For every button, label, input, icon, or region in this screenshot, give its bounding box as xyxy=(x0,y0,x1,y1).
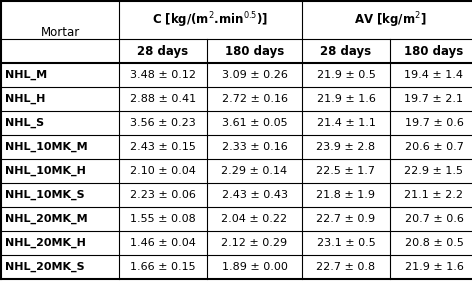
Text: NHL_M: NHL_M xyxy=(5,70,47,80)
Text: 22.7 ± 0.8: 22.7 ± 0.8 xyxy=(316,262,376,272)
Text: 28 days: 28 days xyxy=(137,44,188,57)
Text: 19.7 ± 0.6: 19.7 ± 0.6 xyxy=(405,118,464,128)
Text: NHL_20MK_S: NHL_20MK_S xyxy=(5,262,84,272)
Text: 20.7 ± 0.6: 20.7 ± 0.6 xyxy=(405,214,464,224)
Text: 2.43 ± 0.43: 2.43 ± 0.43 xyxy=(221,190,287,200)
Text: 2.04 ± 0.22: 2.04 ± 0.22 xyxy=(221,214,287,224)
Text: 180 days: 180 days xyxy=(405,44,464,57)
Text: NHL_10MK_S: NHL_10MK_S xyxy=(5,190,84,200)
Text: 3.48 ± 0.12: 3.48 ± 0.12 xyxy=(130,70,196,80)
Text: 19.7 ± 2.1: 19.7 ± 2.1 xyxy=(405,94,464,104)
Text: 1.55 ± 0.08: 1.55 ± 0.08 xyxy=(130,214,196,224)
Text: 180 days: 180 days xyxy=(225,44,284,57)
Text: 2.10 ± 0.04: 2.10 ± 0.04 xyxy=(130,166,196,176)
Text: 1.66 ± 0.15: 1.66 ± 0.15 xyxy=(130,262,196,272)
Text: 1.89 ± 0.00: 1.89 ± 0.00 xyxy=(221,262,287,272)
Text: 2.88 ± 0.41: 2.88 ± 0.41 xyxy=(130,94,196,104)
Text: 3.56 ± 0.23: 3.56 ± 0.23 xyxy=(130,118,196,128)
Text: NHL_20MK_M: NHL_20MK_M xyxy=(5,214,88,224)
Text: 22.7 ± 0.9: 22.7 ± 0.9 xyxy=(316,214,376,224)
Text: 23.9 ± 2.8: 23.9 ± 2.8 xyxy=(316,142,376,152)
Text: 20.8 ± 0.5: 20.8 ± 0.5 xyxy=(405,238,464,248)
Text: 23.1 ± 0.5: 23.1 ± 0.5 xyxy=(317,238,375,248)
Text: 21.4 ± 1.1: 21.4 ± 1.1 xyxy=(317,118,375,128)
Text: NHL_H: NHL_H xyxy=(5,94,45,104)
Text: 2.72 ± 0.16: 2.72 ± 0.16 xyxy=(221,94,287,104)
Text: 1.46 ± 0.04: 1.46 ± 0.04 xyxy=(130,238,196,248)
Text: Mortar: Mortar xyxy=(41,25,80,38)
Text: 2.33 ± 0.16: 2.33 ± 0.16 xyxy=(222,142,287,152)
Text: NHL_20MK_H: NHL_20MK_H xyxy=(5,238,86,248)
Text: 21.9 ± 1.6: 21.9 ± 1.6 xyxy=(405,262,464,272)
Text: 3.61 ± 0.05: 3.61 ± 0.05 xyxy=(222,118,287,128)
Text: 21.1 ± 2.2: 21.1 ± 2.2 xyxy=(405,190,464,200)
Text: C [kg/(m$^2$.min$^{0.5}$)]: C [kg/(m$^2$.min$^{0.5}$)] xyxy=(152,10,269,30)
Text: 19.4 ± 1.4: 19.4 ± 1.4 xyxy=(405,70,464,80)
Text: 21.8 ± 1.9: 21.8 ± 1.9 xyxy=(317,190,376,200)
Text: NHL_10MK_M: NHL_10MK_M xyxy=(5,142,88,152)
Text: 22.5 ± 1.7: 22.5 ± 1.7 xyxy=(317,166,376,176)
Text: 3.09 ± 0.26: 3.09 ± 0.26 xyxy=(221,70,287,80)
Text: 21.9 ± 1.6: 21.9 ± 1.6 xyxy=(317,94,375,104)
Text: 2.12 ± 0.29: 2.12 ± 0.29 xyxy=(221,238,287,248)
Text: NHL_S: NHL_S xyxy=(5,118,44,128)
Text: 22.9 ± 1.5: 22.9 ± 1.5 xyxy=(405,166,464,176)
Text: 2.23 ± 0.06: 2.23 ± 0.06 xyxy=(130,190,196,200)
Text: 2.43 ± 0.15: 2.43 ± 0.15 xyxy=(130,142,196,152)
Text: AV [kg/m$^2$]: AV [kg/m$^2$] xyxy=(354,10,426,30)
Text: 20.6 ± 0.7: 20.6 ± 0.7 xyxy=(405,142,464,152)
Text: 21.9 ± 0.5: 21.9 ± 0.5 xyxy=(317,70,375,80)
Text: 2.29 ± 0.14: 2.29 ± 0.14 xyxy=(221,166,287,176)
Text: 28 days: 28 days xyxy=(320,44,371,57)
Text: NHL_10MK_H: NHL_10MK_H xyxy=(5,166,86,176)
